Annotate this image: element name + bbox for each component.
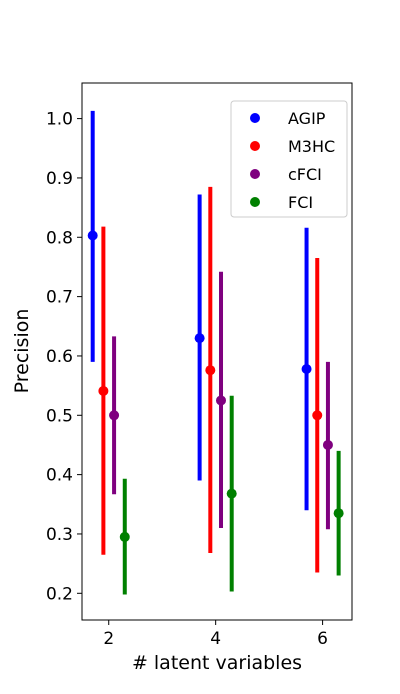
- y-tick-label: 1.0: [46, 110, 73, 130]
- x-tick-label: 6: [317, 629, 328, 649]
- legend-label-fci: FCI: [288, 193, 313, 212]
- legend-label-cfci: cFCI: [288, 165, 322, 184]
- y-tick-label: 0.6: [46, 347, 73, 367]
- x-tick-label: 4: [210, 629, 221, 649]
- y-tick-label: 0.2: [46, 584, 73, 604]
- point-m3hc: [205, 365, 216, 376]
- legend-label-m3hc: M3HC: [288, 137, 335, 156]
- point-agip: [194, 333, 205, 344]
- point-cfci: [109, 410, 120, 421]
- x-axis-title: # latent variables: [132, 652, 302, 674]
- y-tick-label: 0.9: [46, 169, 73, 189]
- x-tick-label: 2: [103, 629, 114, 649]
- legend-marker-agip: [250, 113, 260, 123]
- y-axis: 0.2 0.3 0.4 0.5 0.6 0.7 0.8 0.9 1.0: [46, 110, 82, 604]
- point-cfci: [216, 395, 227, 406]
- y-tick-label: 0.5: [46, 406, 73, 426]
- legend-marker-cfci: [250, 169, 260, 179]
- point-fci: [333, 508, 344, 519]
- legend-label-agip: AGIP: [288, 109, 326, 128]
- legend: AGIP M3HC cFCI FCI: [230, 100, 348, 218]
- legend-marker-fci: [250, 197, 260, 207]
- point-cfci: [322, 439, 333, 450]
- series-agip: [87, 110, 312, 511]
- series-cfci: [109, 271, 333, 530]
- point-m3hc: [98, 385, 109, 396]
- series-m3hc: [98, 186, 323, 573]
- series-fci: [119, 395, 344, 595]
- point-agip: [301, 364, 312, 375]
- legend-marker-m3hc: [250, 141, 260, 151]
- y-tick-label: 0.3: [46, 525, 73, 545]
- legend-box: [230, 100, 348, 218]
- plot-area-frame: [81, 82, 353, 621]
- y-tick-label: 0.7: [46, 288, 73, 308]
- chart-marks: [87, 110, 344, 595]
- y-tick-label: 0.4: [46, 466, 73, 486]
- point-m3hc: [312, 410, 323, 421]
- y-tick-label: 0.8: [46, 228, 73, 248]
- y-axis-title: Precision: [11, 309, 33, 394]
- point-agip: [87, 230, 98, 241]
- x-axis: 2 4 6: [103, 620, 328, 649]
- point-fci: [119, 531, 130, 542]
- point-fci: [226, 488, 237, 499]
